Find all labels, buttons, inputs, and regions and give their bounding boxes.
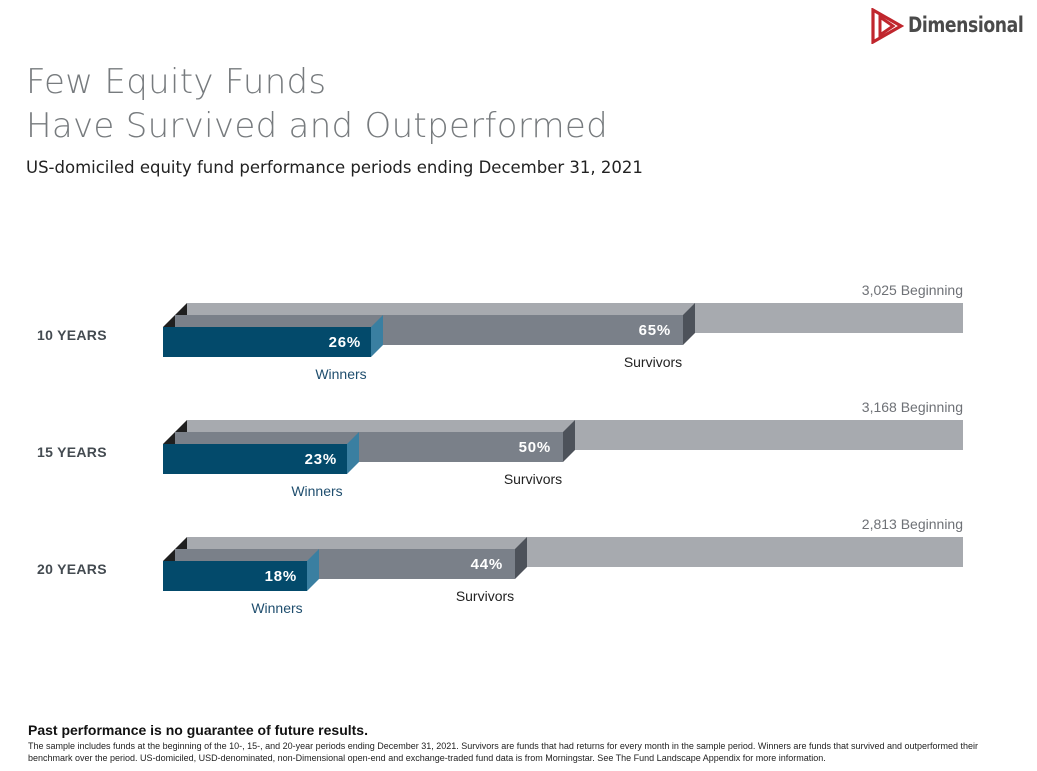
page-subtitle: US-domiciled equity fund performance per… [26,158,643,177]
winners-bar [163,561,307,591]
winners-caption: Winners [291,483,342,499]
winners-value-label: 26% [329,334,361,351]
survivors-value-label: 65% [639,322,671,339]
footer: Past performance is no guarantee of futu… [28,722,1018,764]
winners-bar-end [347,432,359,474]
survivors-caption: Survivors [504,471,562,487]
winners-bar-end [307,549,319,591]
winners-caption: Winners [315,366,366,382]
survivors-value-label: 50% [519,439,551,456]
disclaimer-headline: Past performance is no guarantee of futu… [28,722,368,738]
winners-value-label: 23% [305,451,337,468]
title-line-1: Few Equity Funds [26,62,327,102]
fund-survival-chart: 10 YEARS 3,025 Beginning 65% Survivors 26% Wi… [37,282,963,616]
beginning-count-label: 3,168 Beginning [862,399,963,415]
survivors-bar-end [563,420,575,462]
category-label: 15 YEARS [37,444,107,460]
winners-bar [163,327,371,357]
survivors-bar-end [683,303,695,345]
beginning-count-label: 2,813 Beginning [862,516,963,532]
winners-bar-end [371,315,383,357]
page-title: Few Equity Funds Have Survived and Outpe… [26,60,608,148]
beginning-count-label: 3,025 Beginning [862,282,963,298]
dimensional-logo: Dimensional [870,8,1030,44]
winners-bar [163,444,347,474]
dimensional-logo-icon [871,8,904,44]
survivors-value-label: 44% [471,556,503,573]
disclaimer-note: The sample includes funds at the beginni… [28,741,979,763]
winners-value-label: 18% [265,568,297,585]
brand-name: Dimensional [908,13,1024,37]
survivors-bar-end [515,537,527,579]
survivors-caption: Survivors [624,354,682,370]
title-line-2: Have Survived and Outperformed [26,106,609,146]
winners-caption: Winners [251,600,302,616]
category-label: 10 YEARS [37,327,107,343]
category-label: 20 YEARS [37,561,107,577]
survivors-caption: Survivors [456,588,514,604]
